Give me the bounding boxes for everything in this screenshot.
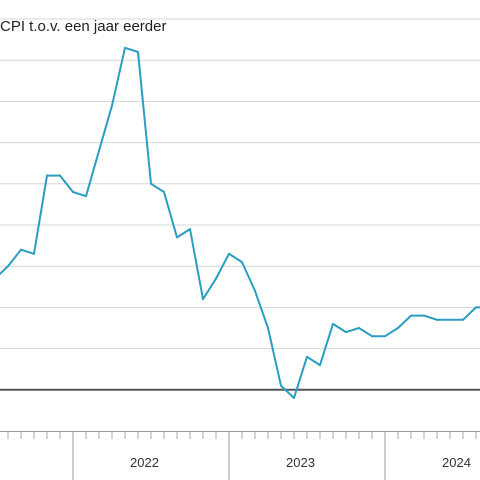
data-point	[475, 306, 477, 309]
data-point	[46, 174, 48, 177]
data-point	[7, 265, 9, 268]
series-group	[0, 46, 480, 400]
data-point	[306, 355, 308, 358]
data-point	[449, 318, 451, 321]
data-point	[150, 182, 152, 185]
data-point	[176, 236, 178, 239]
data-point	[202, 298, 204, 301]
data-point	[111, 104, 113, 107]
data-point	[345, 331, 347, 334]
data-point	[332, 322, 334, 325]
x-tick-label: 2023	[286, 455, 315, 470]
data-point	[358, 327, 360, 329]
data-point	[462, 318, 464, 321]
data-point	[72, 191, 74, 194]
data-point	[319, 364, 321, 367]
data-point	[423, 314, 425, 317]
data-point	[280, 384, 282, 387]
x-tick-label: 2022	[130, 455, 159, 470]
data-point	[384, 335, 386, 338]
data-point	[124, 46, 126, 49]
data-point	[241, 261, 243, 264]
data-point	[189, 228, 191, 231]
chart-title: CPI t.o.v. een jaar eerder	[0, 18, 167, 35]
gridlines	[0, 18, 480, 350]
data-point	[137, 50, 139, 53]
data-point	[436, 318, 438, 321]
data-point	[228, 252, 230, 255]
data-point	[410, 314, 412, 317]
data-point	[98, 149, 100, 152]
data-point	[267, 327, 269, 329]
series-line	[0, 46, 480, 399]
x-axis	[0, 388, 480, 480]
data-point	[254, 289, 256, 292]
data-point	[85, 195, 87, 198]
data-point	[20, 248, 22, 251]
data-point	[215, 277, 217, 280]
data-point	[293, 397, 295, 400]
data-point	[59, 174, 61, 177]
x-tick-labels: 2022 2023 2024	[130, 455, 471, 470]
data-point	[163, 191, 165, 194]
data-point	[397, 327, 399, 329]
data-point	[33, 252, 35, 255]
data-point	[371, 335, 373, 338]
x-tick-label: 2024	[442, 455, 471, 470]
